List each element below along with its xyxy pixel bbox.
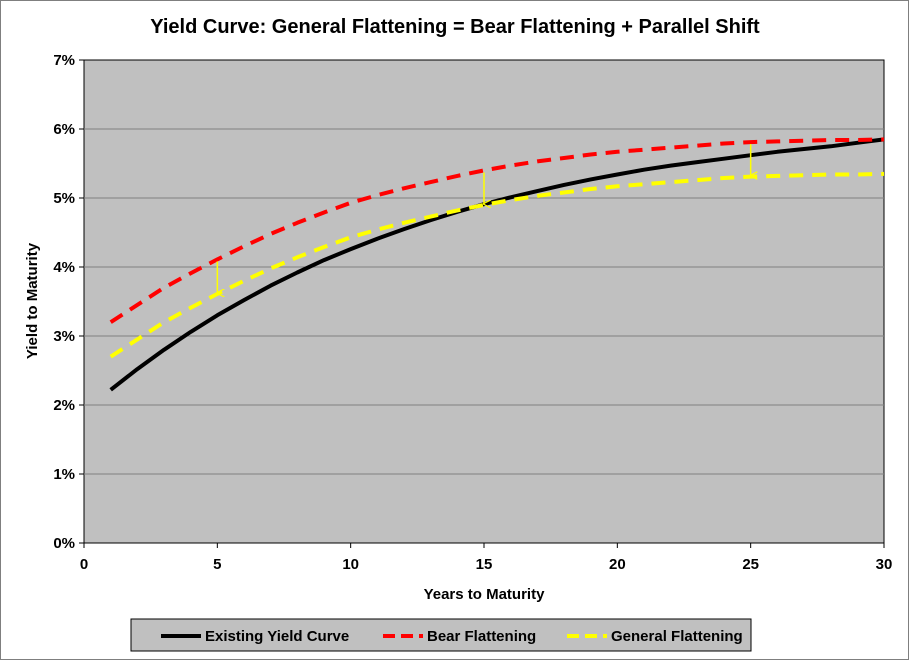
y-tick-label: 4%	[53, 259, 75, 276]
legend-label: General Flattening	[611, 628, 743, 645]
y-tick-label: 6%	[53, 121, 75, 138]
x-tick-label: 10	[342, 556, 359, 573]
series-line	[109, 137, 885, 324]
x-tick-label: 20	[609, 556, 626, 573]
plot-area	[83, 59, 885, 544]
y-tick-label: 2%	[53, 397, 75, 414]
y-tick-label: 5%	[53, 190, 75, 207]
legend-items: Existing Yield Curve Bear Flattening Gener…	[161, 628, 743, 645]
y-tick-label: 1%	[53, 466, 75, 483]
x-tick-label: 25	[742, 556, 759, 573]
legend-label: Existing Yield Curve	[205, 628, 349, 645]
y-tick-label: 3%	[53, 328, 75, 345]
chart-title: Yield Curve: General Flattening = Bear F…	[150, 16, 760, 38]
annotation-layer	[217, 144, 750, 293]
y-tick-label: 0%	[53, 535, 75, 552]
y-tick-label: 7%	[53, 52, 75, 69]
y-axis-title: Yield to Maturity	[24, 242, 41, 359]
x-tick-label: 5	[213, 556, 221, 573]
x-tick-label: 0	[80, 556, 88, 573]
legend-box	[130, 618, 752, 652]
x-axis-ticks: 0 5 10 15 20 25 30	[80, 543, 893, 573]
y-axis-ticks: 0% 1% 2% 3% 4% 5% 6% 7%	[53, 52, 84, 552]
legend-label: Bear Flattening	[427, 628, 536, 645]
legend: Existing Yield Curve Bear Flattening Gener…	[130, 618, 752, 652]
x-tick-label: 15	[476, 556, 493, 573]
x-tick-label: 30	[876, 556, 893, 573]
x-axis-title: Years to Maturity	[424, 586, 546, 603]
